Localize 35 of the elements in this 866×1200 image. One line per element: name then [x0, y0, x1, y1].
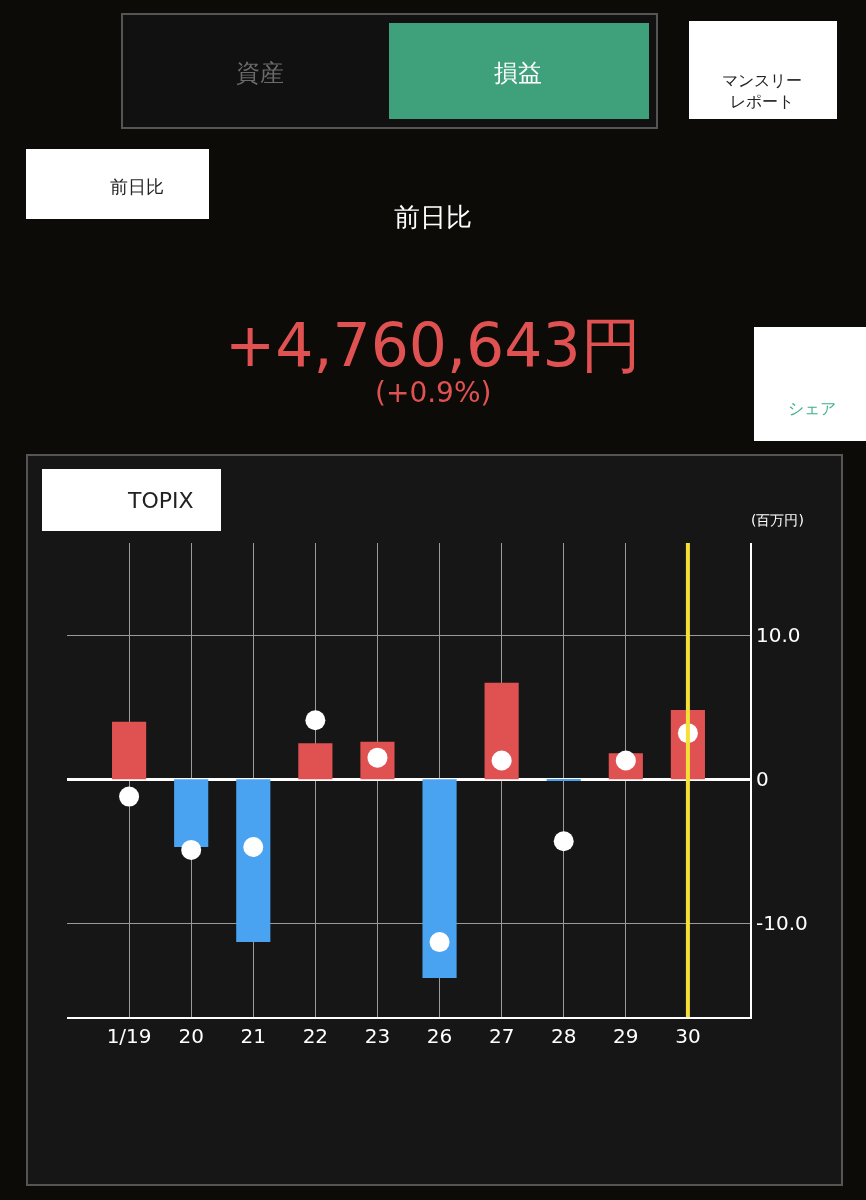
- x-tick-label: 26: [426, 1024, 453, 1048]
- text: シェア: [788, 399, 836, 418]
- y-tick-label: 0: [756, 767, 769, 792]
- x-tick-label: 21: [240, 1024, 266, 1048]
- point: [553, 831, 574, 852]
- bar: [298, 743, 333, 780]
- x-tick-label: 23: [364, 1024, 391, 1048]
- point: [429, 932, 450, 953]
- text: 前日比: [110, 176, 164, 197]
- point: [491, 750, 512, 771]
- x-tick-label: 20: [178, 1024, 204, 1048]
- x-tick-label: 29: [613, 1024, 639, 1048]
- bar: [484, 682, 519, 780]
- point: [305, 710, 326, 731]
- y-tick-label: 10.0: [756, 623, 801, 648]
- chart-title: 前日比: [394, 202, 472, 232]
- y-tick-label: -10.0: [756, 911, 808, 936]
- text: レポート: [730, 92, 794, 111]
- x-tick-label: 28: [551, 1024, 577, 1048]
- x-tick-label: 22: [302, 1024, 329, 1048]
- y-axis-title: (百万円): [751, 512, 804, 528]
- bar: [112, 721, 147, 780]
- text: 損益: [494, 59, 542, 87]
- text: TOPIX: [127, 488, 194, 513]
- x-tick-label: 27: [488, 1024, 515, 1048]
- x-tick-label: 1/19: [106, 1024, 152, 1048]
- point: [181, 839, 202, 860]
- text: マンスリー: [722, 71, 802, 90]
- bar: [174, 779, 209, 847]
- point: [119, 786, 140, 807]
- x-tick-label: 30: [675, 1024, 701, 1048]
- bar: [422, 779, 457, 979]
- text: 資産: [236, 59, 284, 87]
- bar: [236, 779, 271, 943]
- point: [243, 836, 264, 857]
